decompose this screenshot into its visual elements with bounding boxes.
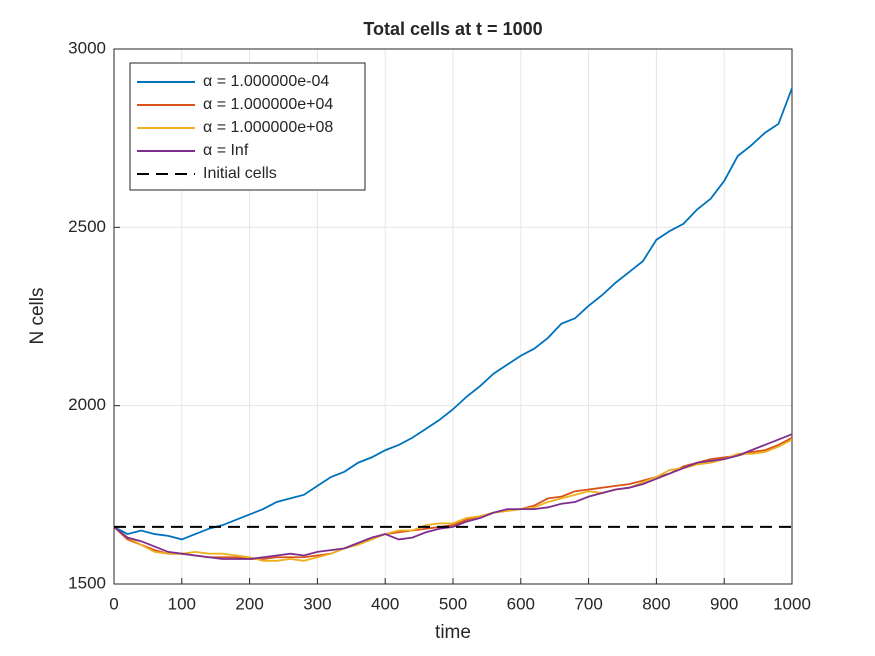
x-tick-label: 200	[235, 594, 263, 613]
x-tick-label: 600	[507, 594, 535, 613]
series-line	[113, 87, 793, 541]
legend-label: α = 1.000000e-04	[203, 73, 329, 90]
chart-title: Total cells at t = 1000	[363, 19, 542, 39]
legend-label: Initial cells	[203, 165, 277, 182]
legend-label: α = 1.000000e+04	[203, 96, 333, 113]
x-tick-label: 100	[168, 594, 196, 613]
y-tick-label: 3000	[68, 38, 106, 57]
x-tick-label: 900	[710, 594, 738, 613]
y-tick-label: 2500	[68, 217, 106, 236]
y-tick-label: 2000	[68, 395, 106, 414]
series-line	[113, 433, 793, 560]
plot-frame	[113, 48, 793, 585]
legend-label: α = Inf	[203, 142, 249, 159]
legend-label: α = 1.000000e+08	[203, 119, 333, 136]
x-axis-label: time	[435, 622, 471, 643]
x-tick-label: 1000	[773, 594, 811, 613]
y-axis-label: N cells	[27, 287, 48, 344]
x-tick-label: 400	[371, 594, 399, 613]
x-tick-label: 300	[303, 594, 331, 613]
series-line	[113, 438, 793, 562]
x-tick-label: 800	[642, 594, 670, 613]
x-tick-label: 500	[439, 594, 467, 613]
y-tick-label: 1500	[68, 573, 106, 592]
x-tick-label: 700	[574, 594, 602, 613]
x-tick-label: 0	[109, 594, 118, 613]
legend-box	[129, 62, 366, 191]
